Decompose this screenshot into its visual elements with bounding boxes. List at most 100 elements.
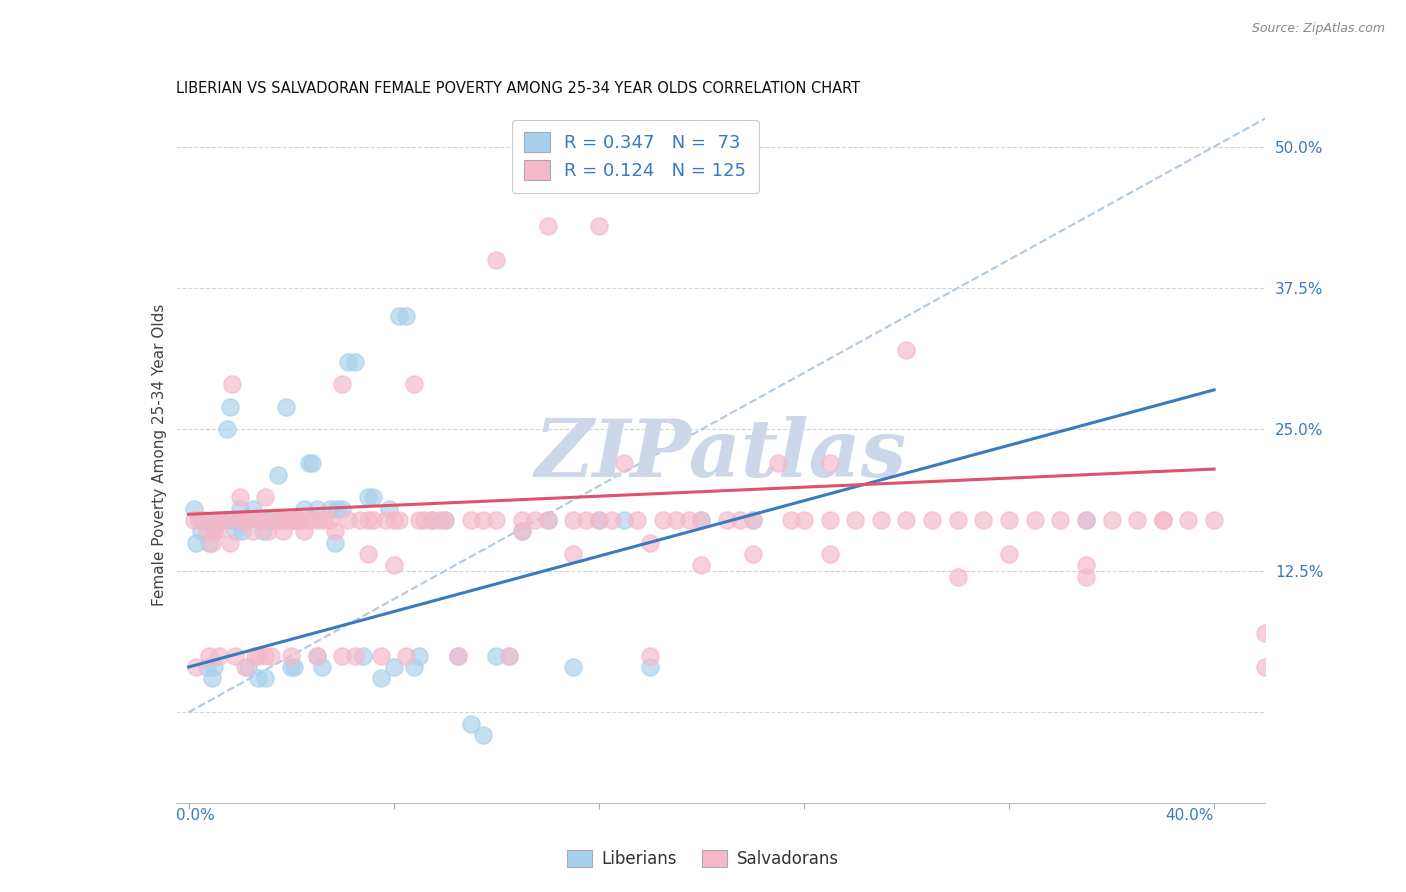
Point	[651, 513, 673, 527]
Point	[208, 648, 231, 663]
Point	[218, 535, 240, 549]
Point	[613, 457, 636, 471]
Point	[198, 648, 221, 663]
Point	[288, 513, 311, 527]
Text: 0.0%: 0.0%	[176, 808, 215, 823]
Point	[198, 535, 221, 549]
Point	[690, 513, 713, 527]
Point	[242, 501, 264, 516]
Point	[523, 513, 546, 527]
Point	[382, 513, 405, 527]
Point	[221, 513, 243, 527]
Point	[460, 513, 482, 527]
Point	[233, 513, 256, 527]
Point	[1204, 513, 1226, 527]
Point	[283, 660, 305, 674]
Point	[562, 547, 585, 561]
Point	[252, 513, 274, 527]
Point	[280, 648, 302, 663]
Point	[308, 513, 330, 527]
Point	[211, 513, 233, 527]
Point	[332, 377, 354, 392]
Point	[1254, 660, 1277, 674]
Point	[264, 513, 287, 527]
Legend: R = 0.347   N =  73, R = 0.124   N = 125: R = 0.347 N = 73, R = 0.124 N = 125	[512, 120, 759, 193]
Point	[818, 513, 841, 527]
Point	[485, 513, 508, 527]
Point	[377, 501, 399, 516]
Point	[314, 513, 336, 527]
Point	[395, 648, 418, 663]
Point	[485, 252, 508, 267]
Point	[229, 501, 252, 516]
Point	[588, 513, 610, 527]
Point	[323, 535, 346, 549]
Point	[768, 457, 790, 471]
Point	[408, 513, 430, 527]
Point	[349, 513, 371, 527]
Point	[292, 501, 315, 516]
Point	[638, 535, 661, 549]
Point	[510, 524, 533, 539]
Point	[921, 513, 943, 527]
Legend: Liberians, Salvadorans: Liberians, Salvadorans	[560, 843, 846, 875]
Point	[1074, 569, 1097, 583]
Point	[357, 513, 380, 527]
Point	[186, 660, 208, 674]
Point	[896, 513, 918, 527]
Point	[741, 513, 763, 527]
Point	[208, 513, 231, 527]
Point	[1049, 513, 1071, 527]
Point	[1074, 558, 1097, 573]
Point	[370, 648, 392, 663]
Point	[429, 513, 451, 527]
Point	[295, 513, 318, 527]
Point	[202, 660, 225, 674]
Point	[562, 660, 585, 674]
Point	[1152, 513, 1174, 527]
Point	[420, 513, 443, 527]
Point	[285, 513, 308, 527]
Point	[236, 660, 259, 674]
Text: ZIPatlas: ZIPatlas	[534, 417, 907, 493]
Point	[283, 513, 305, 527]
Y-axis label: Female Poverty Among 25-34 Year Olds: Female Poverty Among 25-34 Year Olds	[152, 304, 167, 606]
Point	[498, 648, 520, 663]
Point	[273, 524, 295, 539]
Point	[249, 513, 271, 527]
Point	[998, 547, 1021, 561]
Point	[183, 501, 205, 516]
Point	[716, 513, 738, 527]
Point	[205, 524, 228, 539]
Point	[388, 513, 411, 527]
Point	[201, 535, 224, 549]
Point	[249, 513, 271, 527]
Point	[665, 513, 688, 527]
Point	[388, 310, 411, 324]
Point	[498, 648, 520, 663]
Point	[273, 513, 295, 527]
Point	[305, 648, 328, 663]
Point	[600, 513, 623, 527]
Point	[215, 422, 238, 436]
Point	[460, 716, 482, 731]
Point	[1177, 513, 1199, 527]
Point	[370, 671, 392, 685]
Text: Source: ZipAtlas.com: Source: ZipAtlas.com	[1251, 22, 1385, 36]
Point	[690, 513, 713, 527]
Point	[193, 513, 215, 527]
Point	[183, 513, 205, 527]
Point	[946, 569, 969, 583]
Point	[404, 377, 426, 392]
Point	[588, 513, 610, 527]
Point	[257, 524, 280, 539]
Point	[257, 513, 280, 527]
Point	[336, 354, 359, 368]
Point	[246, 648, 269, 663]
Point	[536, 219, 558, 233]
Point	[280, 660, 302, 674]
Point	[336, 513, 359, 527]
Point	[229, 491, 252, 505]
Point	[280, 513, 302, 527]
Point	[246, 671, 269, 685]
